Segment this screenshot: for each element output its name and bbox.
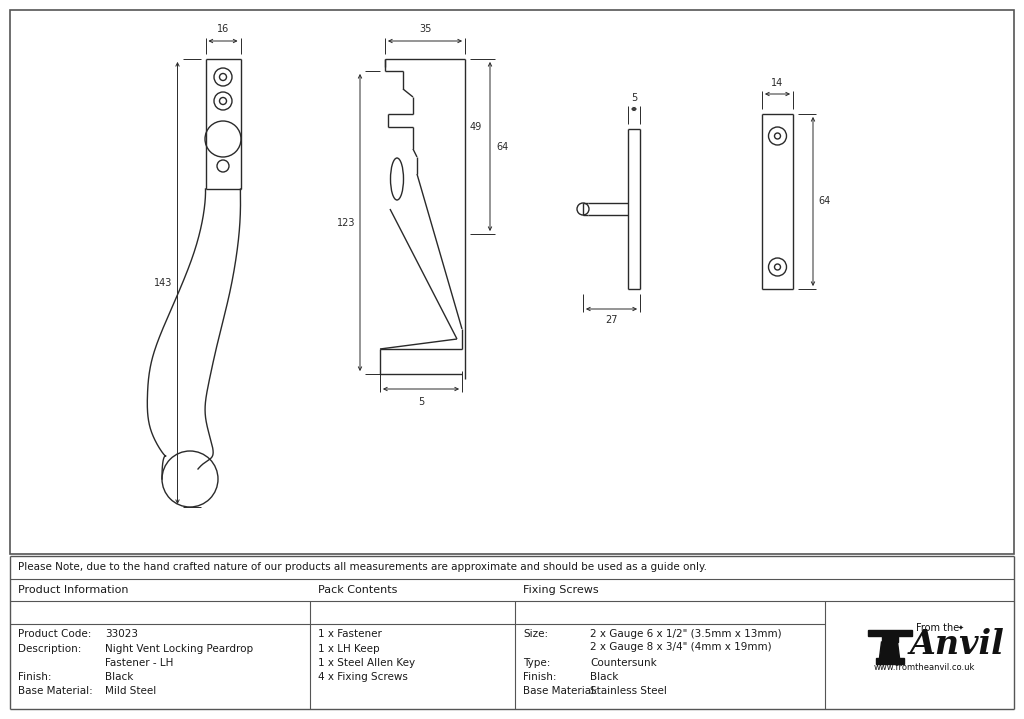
Text: Base Material:: Base Material: — [18, 686, 93, 696]
Text: Finish:: Finish: — [523, 672, 556, 682]
Bar — [10, 10, 1014, 554]
Text: Base Material:: Base Material: — [523, 686, 598, 696]
Text: Black: Black — [105, 672, 133, 682]
Text: 33023: 33023 — [105, 629, 138, 639]
Text: Size:: Size: — [523, 629, 548, 639]
Text: Finish:: Finish: — [18, 672, 51, 682]
Text: Black: Black — [590, 672, 618, 682]
Text: 27: 27 — [605, 315, 617, 325]
Polygon shape — [880, 642, 899, 658]
Text: 143: 143 — [155, 278, 172, 288]
Text: 35: 35 — [419, 24, 431, 34]
Text: 1 x Steel Allen Key: 1 x Steel Allen Key — [318, 658, 415, 668]
Text: ®: ® — [962, 637, 969, 643]
Text: Description:: Description: — [18, 644, 81, 654]
Polygon shape — [876, 658, 903, 664]
Text: Product Code:: Product Code: — [18, 629, 91, 639]
Text: www.fromtheanvil.co.uk: www.fromtheanvil.co.uk — [873, 664, 975, 672]
Text: Mild Steel: Mild Steel — [105, 686, 157, 696]
Text: Night Vent Locking Peardrop: Night Vent Locking Peardrop — [105, 644, 253, 654]
Text: Anvil: Anvil — [909, 628, 1005, 661]
Text: 49: 49 — [470, 122, 482, 132]
Text: Stainless Steel: Stainless Steel — [590, 686, 667, 696]
Text: Please Note, due to the hand crafted nature of our products all measurements are: Please Note, due to the hand crafted nat… — [18, 562, 707, 572]
Text: ✦: ✦ — [957, 625, 964, 631]
Text: Fastener - LH: Fastener - LH — [105, 658, 173, 668]
Text: Product Information: Product Information — [18, 585, 128, 595]
Polygon shape — [867, 630, 911, 642]
Text: 4 x Fixing Screws: 4 x Fixing Screws — [318, 672, 408, 682]
Text: 1 x Fastener: 1 x Fastener — [318, 629, 382, 639]
Text: 123: 123 — [337, 218, 355, 227]
Text: Type:: Type: — [523, 658, 550, 668]
Text: 2 x Gauge 8 x 3/4" (4mm x 19mm): 2 x Gauge 8 x 3/4" (4mm x 19mm) — [590, 642, 772, 652]
Text: 64: 64 — [496, 142, 508, 152]
Text: 14: 14 — [771, 78, 783, 88]
Text: 1 x LH Keep: 1 x LH Keep — [318, 644, 380, 654]
Text: 64: 64 — [818, 196, 830, 206]
Text: 2 x Gauge 6 x 1/2" (3.5mm x 13mm): 2 x Gauge 6 x 1/2" (3.5mm x 13mm) — [590, 629, 781, 639]
Text: Pack Contents: Pack Contents — [318, 585, 397, 595]
Text: Fixing Screws: Fixing Screws — [523, 585, 599, 595]
Text: 16: 16 — [217, 24, 229, 34]
Text: 5: 5 — [418, 397, 424, 407]
Text: Countersunk: Countersunk — [590, 658, 656, 668]
Text: 5: 5 — [631, 93, 637, 103]
Text: From the: From the — [916, 623, 959, 633]
